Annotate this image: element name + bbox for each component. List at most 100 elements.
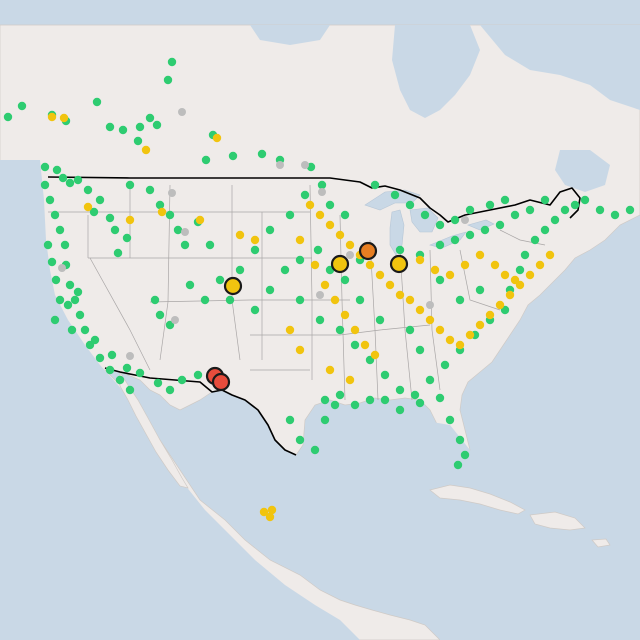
station-marker-yellow-14[interactable] bbox=[365, 260, 375, 270]
station-marker-green-46[interactable] bbox=[70, 295, 80, 305]
station-marker-green-58[interactable] bbox=[47, 257, 57, 267]
station-marker-green-60[interactable] bbox=[63, 300, 73, 310]
station-marker-green-90[interactable] bbox=[317, 180, 327, 190]
station-marker-green-87[interactable] bbox=[265, 225, 275, 235]
station-marker-gray-3[interactable] bbox=[168, 189, 176, 197]
station-marker-green-135[interactable] bbox=[465, 230, 475, 240]
station-marker-green-1[interactable] bbox=[92, 97, 102, 107]
station-marker-green-43[interactable] bbox=[60, 240, 70, 250]
station-marker-green-65[interactable] bbox=[135, 368, 145, 378]
station-marker-green-122[interactable] bbox=[530, 235, 540, 245]
station-marker-green-64[interactable] bbox=[122, 363, 132, 373]
station-marker-green-124[interactable] bbox=[550, 215, 560, 225]
station-marker-green-33[interactable] bbox=[155, 200, 165, 210]
station-marker-yellow-35[interactable] bbox=[320, 280, 330, 290]
station-marker-green-136[interactable] bbox=[480, 225, 490, 235]
station-marker-yellow-48[interactable] bbox=[510, 275, 520, 285]
station-marker-green-99[interactable] bbox=[395, 385, 405, 395]
station-marker-yellow-3[interactable] bbox=[141, 145, 151, 155]
station-marker-green-144[interactable] bbox=[420, 210, 430, 220]
station-marker-green-4[interactable] bbox=[3, 112, 13, 122]
station-marker-green-131[interactable] bbox=[395, 245, 405, 255]
station-marker-green-129[interactable] bbox=[610, 210, 620, 220]
station-marker-green-9[interactable] bbox=[135, 122, 145, 132]
station-marker-green-35[interactable] bbox=[173, 225, 183, 235]
station-marker-yellow-56[interactable] bbox=[259, 507, 269, 517]
station-marker-green-151[interactable] bbox=[295, 435, 305, 445]
station-marker-yellow-28[interactable] bbox=[505, 290, 515, 300]
station-marker-yellow-53[interactable] bbox=[325, 365, 335, 375]
station-marker-yellow-49[interactable] bbox=[235, 230, 245, 240]
station-marker-yellow-41[interactable] bbox=[415, 255, 425, 265]
station-marker-green-157[interactable] bbox=[375, 315, 385, 325]
station-marker-green-146[interactable] bbox=[450, 215, 460, 225]
station-marker-green-75[interactable] bbox=[215, 275, 225, 285]
station-marker-yellow-5[interactable] bbox=[125, 215, 135, 225]
station-marker-yellow-55[interactable] bbox=[265, 512, 275, 522]
station-marker-green-125[interactable] bbox=[560, 205, 570, 215]
station-marker-green-39[interactable] bbox=[40, 180, 50, 190]
station-marker-green-81[interactable] bbox=[295, 255, 305, 265]
station-marker-yellow-25[interactable] bbox=[475, 320, 485, 330]
station-marker-green-109[interactable] bbox=[445, 415, 455, 425]
station-marker-yellow-37[interactable] bbox=[340, 310, 350, 320]
station-marker-green-25[interactable] bbox=[95, 195, 105, 205]
station-marker-yellow-23[interactable] bbox=[455, 340, 465, 350]
station-marker-green-2[interactable] bbox=[167, 57, 177, 67]
station-marker-green-3[interactable] bbox=[163, 75, 173, 85]
station-marker-green-72[interactable] bbox=[165, 320, 175, 330]
station-marker-green-147[interactable] bbox=[465, 205, 475, 215]
station-marker-yellow-33[interactable] bbox=[295, 235, 305, 245]
station-marker-green-91[interactable] bbox=[325, 200, 335, 210]
station-marker-green-34[interactable] bbox=[165, 210, 175, 220]
station-marker-highlight-red-5[interactable] bbox=[211, 372, 231, 392]
station-marker-green-123[interactable] bbox=[540, 225, 550, 235]
station-marker-green-95[interactable] bbox=[335, 325, 345, 335]
station-marker-yellow-6[interactable] bbox=[157, 207, 167, 217]
station-marker-green-149[interactable] bbox=[500, 195, 510, 205]
station-marker-gray-9[interactable] bbox=[426, 301, 434, 309]
station-marker-green-112[interactable] bbox=[453, 460, 463, 470]
station-marker-yellow-57[interactable] bbox=[267, 505, 277, 515]
station-marker-green-102[interactable] bbox=[335, 390, 345, 400]
station-marker-green-138[interactable] bbox=[510, 210, 520, 220]
station-marker-green-67[interactable] bbox=[165, 385, 175, 395]
station-marker-green-98[interactable] bbox=[380, 370, 390, 380]
station-marker-green-161[interactable] bbox=[475, 285, 485, 295]
station-marker-green-40[interactable] bbox=[45, 195, 55, 205]
station-marker-green-22[interactable] bbox=[65, 178, 75, 188]
station-marker-green-93[interactable] bbox=[295, 295, 305, 305]
station-marker-green-36[interactable] bbox=[180, 240, 190, 250]
station-marker-yellow-45[interactable] bbox=[475, 250, 485, 260]
station-marker-yellow-2[interactable] bbox=[212, 133, 222, 143]
station-marker-green-47[interactable] bbox=[75, 310, 85, 320]
station-marker-green-53[interactable] bbox=[125, 385, 135, 395]
station-marker-gray-4[interactable] bbox=[58, 264, 66, 272]
station-marker-green-140[interactable] bbox=[540, 195, 550, 205]
station-marker-yellow-30[interactable] bbox=[525, 270, 535, 280]
station-marker-green-156[interactable] bbox=[415, 345, 425, 355]
station-marker-green-110[interactable] bbox=[455, 435, 465, 445]
station-marker-yellow-43[interactable] bbox=[445, 270, 455, 280]
station-marker-yellow-20[interactable] bbox=[425, 315, 435, 325]
station-marker-green-150[interactable] bbox=[285, 415, 295, 425]
station-marker-green-108[interactable] bbox=[435, 393, 445, 403]
station-marker-green-94[interactable] bbox=[315, 315, 325, 325]
station-marker-green-113[interactable] bbox=[425, 375, 435, 385]
station-marker-yellow-27[interactable] bbox=[495, 300, 505, 310]
station-marker-green-68[interactable] bbox=[177, 375, 187, 385]
station-marker-yellow-16[interactable] bbox=[385, 280, 395, 290]
station-marker-green-10[interactable] bbox=[145, 113, 155, 123]
station-marker-green-57[interactable] bbox=[43, 240, 53, 250]
station-marker-green-101[interactable] bbox=[320, 395, 330, 405]
station-marker-green-20[interactable] bbox=[52, 165, 62, 175]
station-marker-yellow-50[interactable] bbox=[250, 235, 260, 245]
station-marker-yellow-11[interactable] bbox=[335, 230, 345, 240]
station-marker-green-100[interactable] bbox=[410, 390, 420, 400]
station-marker-yellow-32[interactable] bbox=[545, 250, 555, 260]
station-marker-yellow-46[interactable] bbox=[490, 260, 500, 270]
station-marker-green-55[interactable] bbox=[50, 315, 60, 325]
station-marker-yellow-40[interactable] bbox=[370, 350, 380, 360]
station-marker-green-86[interactable] bbox=[250, 245, 260, 255]
